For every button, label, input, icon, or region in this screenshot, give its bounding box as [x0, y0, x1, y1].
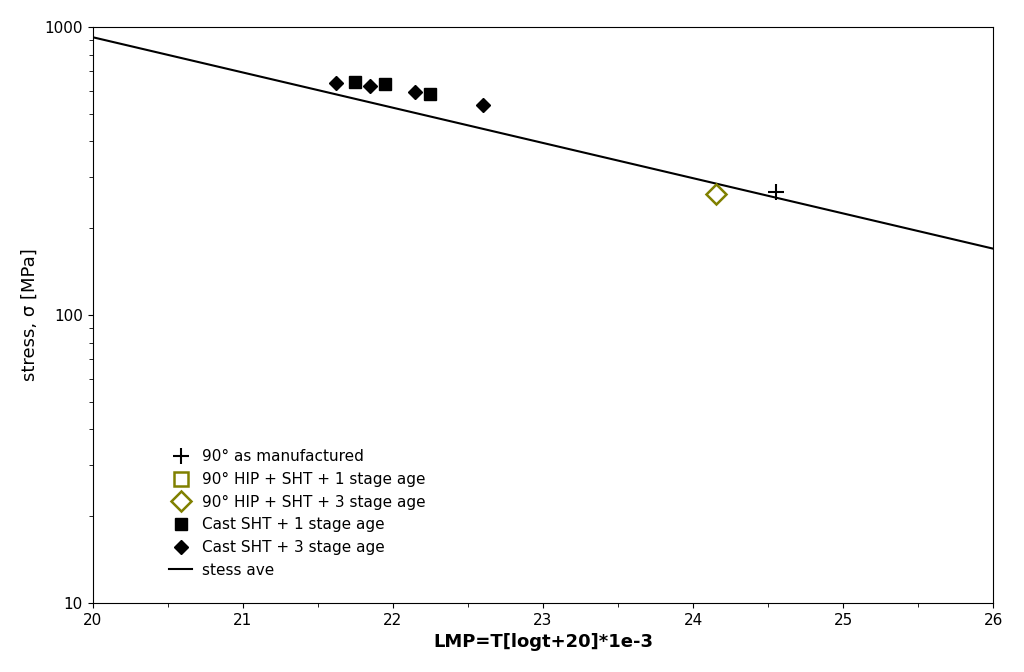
X-axis label: LMP=T[logt+20]*1e-3: LMP=T[logt+20]*1e-3: [433, 633, 653, 651]
Legend: 90° as manufactured, 90° HIP + SHT + 1 stage age, 90° HIP + SHT + 3 stage age, C: 90° as manufactured, 90° HIP + SHT + 1 s…: [163, 444, 431, 584]
Y-axis label: stress, σ [MPa]: stress, σ [MPa]: [20, 249, 39, 381]
